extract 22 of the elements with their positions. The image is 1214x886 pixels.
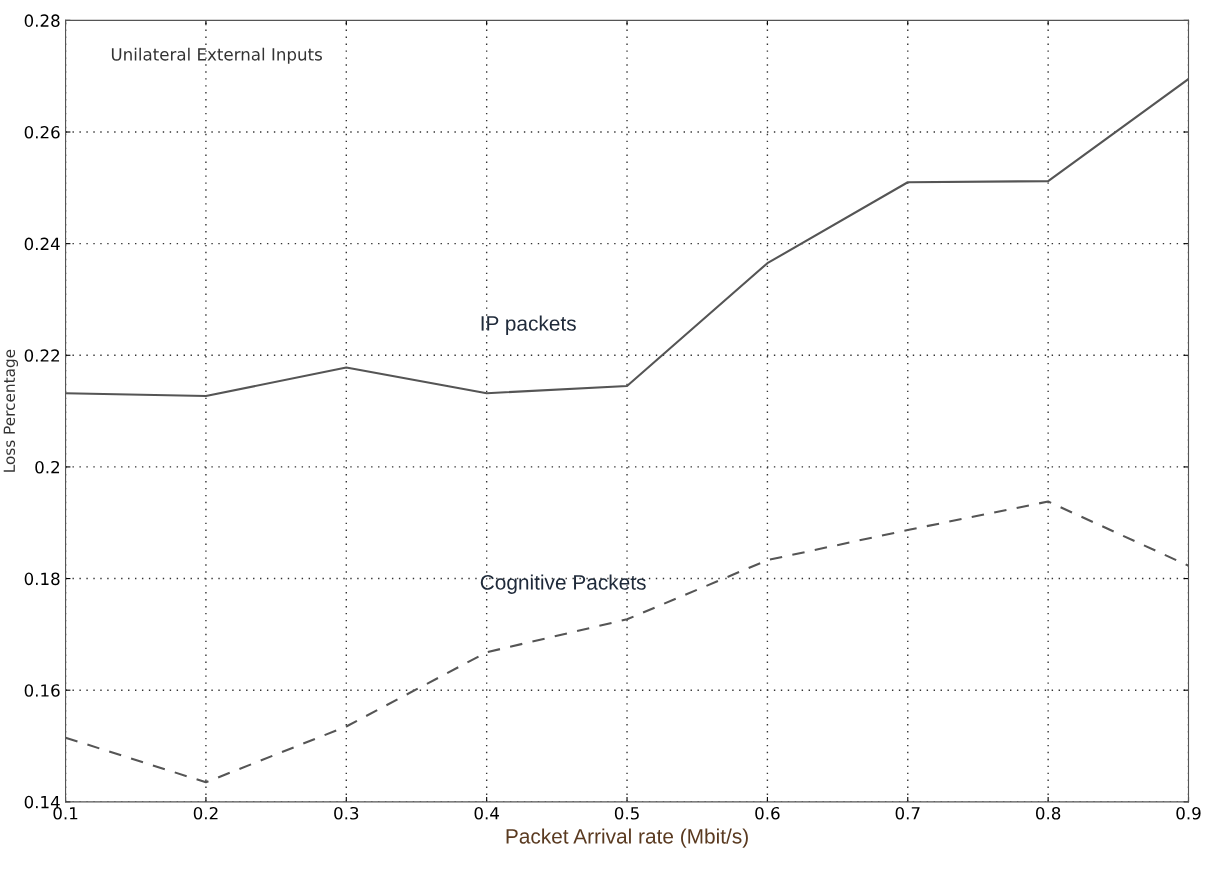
y-tick-label: 0.24 (24, 237, 60, 251)
y-tick-label: 0.14 (24, 795, 60, 809)
x-tick-label: 0.9 (1176, 806, 1201, 820)
x-tick-label: 0.7 (895, 806, 920, 820)
y-tick-label: 0.22 (24, 349, 60, 362)
y-tick-label: 0.16 (24, 684, 60, 697)
x-axis-title: Packet Arrival rate (Mbit/s) (506, 828, 748, 848)
y-tick-label: 0.26 (24, 125, 60, 139)
x-tick-label: 0.1 (53, 806, 78, 820)
text: IP packets (481, 315, 576, 335)
text: Unilateral External Inputs (111, 47, 322, 64)
y-tick-label: 0.2 (35, 460, 60, 474)
x-tick-label: 0.8 (1035, 806, 1061, 820)
y-tick-label: 0.18 (24, 572, 60, 586)
series-label: Cognitive Packets (480, 574, 646, 594)
x-tick-label: 0.4 (474, 806, 499, 820)
y-tick-label: 0.28 (24, 14, 60, 27)
x-tick-label: 0.6 (755, 806, 780, 820)
x-tick-label: 0.2 (193, 806, 218, 820)
x-tick-label: 0.5 (614, 806, 639, 820)
x-tick-label: 0.3 (334, 806, 359, 820)
y-axis-title: Loss Percentage (3, 349, 19, 472)
